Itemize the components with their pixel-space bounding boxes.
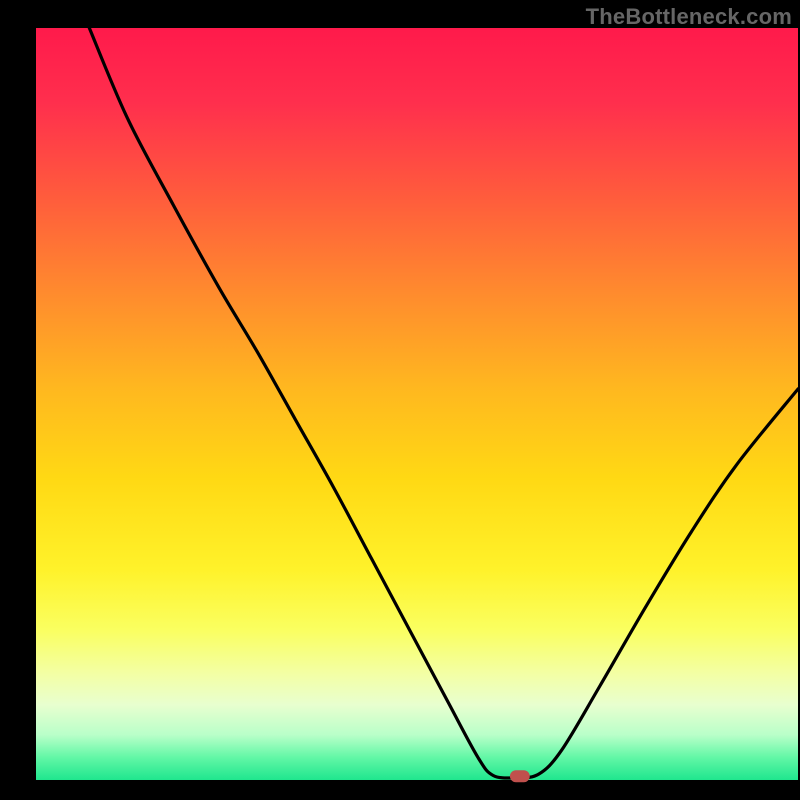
heatmap-background (36, 28, 798, 780)
chart-stage: TheBottleneck.com (0, 0, 800, 800)
chart-svg (0, 0, 800, 800)
valley-marker (510, 770, 530, 782)
watermark-label: TheBottleneck.com (586, 4, 792, 30)
